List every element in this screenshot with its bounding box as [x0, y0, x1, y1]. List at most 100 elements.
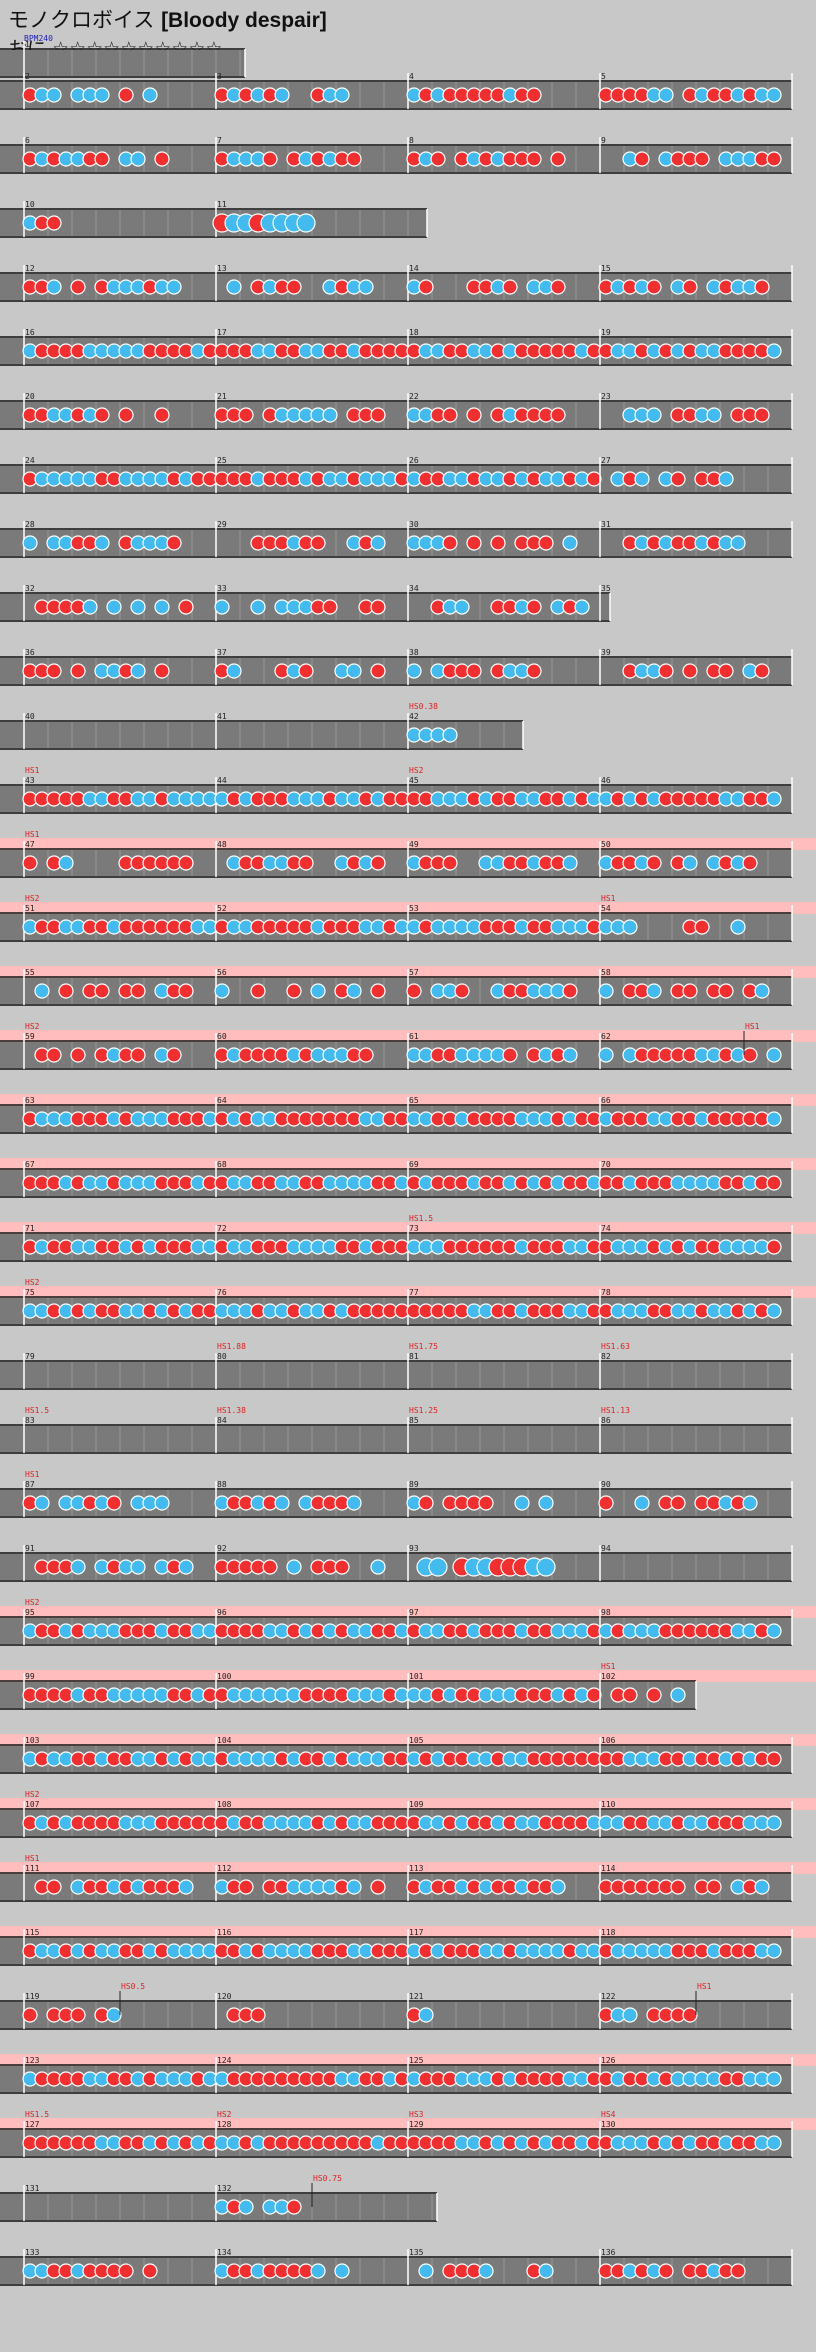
don-note: [490, 535, 506, 551]
measure-number: 11: [217, 200, 227, 209]
measure-number: 128: [217, 2120, 232, 2129]
measure-number: 22: [409, 392, 419, 401]
ka-note: [766, 2135, 782, 2151]
measure-number: 113: [409, 1864, 424, 1873]
scroll-speed-label: HS1.13: [601, 1406, 630, 1415]
ka-note: [574, 599, 590, 615]
measure-number: 69: [409, 1160, 419, 1169]
ka-note: [94, 535, 110, 551]
measure-number: 126: [601, 2056, 616, 2065]
ka-note: [178, 1559, 194, 1575]
ka-note: [730, 535, 746, 551]
don-note: [130, 1047, 146, 1063]
measure-number: 39: [601, 648, 611, 657]
don-note: [178, 599, 194, 615]
don-note: [502, 1047, 518, 1063]
don-note: [766, 1751, 782, 1767]
measure-number: 4: [409, 72, 414, 81]
don-note: [334, 1559, 350, 1575]
measure-number: 12: [25, 264, 35, 273]
measure-number: 82: [601, 1352, 611, 1361]
measure-number: 1: [25, 40, 30, 49]
measure-number: 30: [409, 520, 419, 529]
ka-note: [538, 2263, 554, 2279]
measure-number: 2: [25, 72, 30, 81]
scroll-speed-label: HS1: [697, 1982, 712, 1991]
ka-note: [718, 471, 734, 487]
ka-note: [550, 1879, 566, 1895]
don-note: [70, 1047, 86, 1063]
measure-number: 33: [217, 584, 227, 593]
scroll-speed-label: HS1.88: [217, 1342, 246, 1351]
measure-number: 62: [601, 1032, 611, 1041]
don-note: [370, 599, 386, 615]
don-note: [142, 2263, 158, 2279]
don-note: [370, 407, 386, 423]
measure-number: 50: [601, 840, 611, 849]
measure-number: 31: [601, 520, 611, 529]
measure-number: 19: [601, 328, 611, 337]
don-note: [130, 983, 146, 999]
measure-number: 112: [217, 1864, 232, 1873]
scroll-speed-label: HS1.5: [25, 2110, 49, 2119]
measure-number: 93: [409, 1544, 419, 1553]
don-note: [370, 663, 386, 679]
don-note: [466, 407, 482, 423]
lane: [0, 1362, 792, 1388]
don-note: [646, 279, 662, 295]
don-note: [58, 983, 74, 999]
don-note: [682, 983, 698, 999]
measure-number: 29: [217, 520, 227, 529]
don-note: [730, 2263, 746, 2279]
scroll-speed-label: HS1.5: [409, 1214, 433, 1223]
measure-number: 40: [25, 712, 35, 721]
don-note: [682, 2007, 698, 2023]
don-note: [118, 407, 134, 423]
measure-number: 21: [217, 392, 227, 401]
ka-note: [46, 87, 62, 103]
ka-note: [454, 599, 470, 615]
measure-number: 41: [217, 712, 227, 721]
measure-number: 55: [25, 968, 35, 977]
measure-number: 26: [409, 456, 419, 465]
measure-number: 75: [25, 1288, 35, 1297]
measure-number: 108: [217, 1800, 232, 1809]
scroll-speed-label: HS1: [25, 1470, 40, 1479]
measure-number: 54: [601, 904, 611, 913]
measure-number: 135: [409, 2248, 424, 2257]
don-note: [358, 1047, 374, 1063]
ka-note: [406, 663, 422, 679]
ka-note: [106, 599, 122, 615]
measure-number: 134: [217, 2248, 232, 2257]
don-note: [166, 1047, 182, 1063]
ka-note: [286, 1559, 302, 1575]
ka-note: [130, 599, 146, 615]
scroll-speed-label: HS2: [25, 894, 40, 903]
ka-note: [238, 2199, 254, 2215]
ka-note: [622, 919, 638, 935]
scroll-speed-label: HS1.25: [409, 1406, 438, 1415]
measure-number: 129: [409, 2120, 424, 2129]
ka-note: [536, 1557, 556, 1577]
don-note: [46, 663, 62, 679]
scroll-speed-label: HS2: [409, 766, 424, 775]
don-note: [658, 663, 674, 679]
measure-number: 97: [409, 1608, 419, 1617]
don-note: [538, 535, 554, 551]
measure-number: 123: [25, 2056, 40, 2065]
ka-note: [538, 1495, 554, 1511]
measure-number: 100: [217, 1672, 232, 1681]
don-note: [682, 663, 698, 679]
ka-note: [766, 1815, 782, 1831]
measure-number: 120: [217, 1992, 232, 2001]
measure-number: 56: [217, 968, 227, 977]
ka-note: [214, 983, 230, 999]
ka-note: [562, 1047, 578, 1063]
don-note: [370, 855, 386, 871]
scroll-speed-label: HS0.38: [409, 702, 438, 711]
ka-note: [418, 2263, 434, 2279]
don-note: [754, 663, 770, 679]
ka-note: [766, 87, 782, 103]
ka-note: [22, 535, 38, 551]
measure-number: 115: [25, 1928, 40, 1937]
